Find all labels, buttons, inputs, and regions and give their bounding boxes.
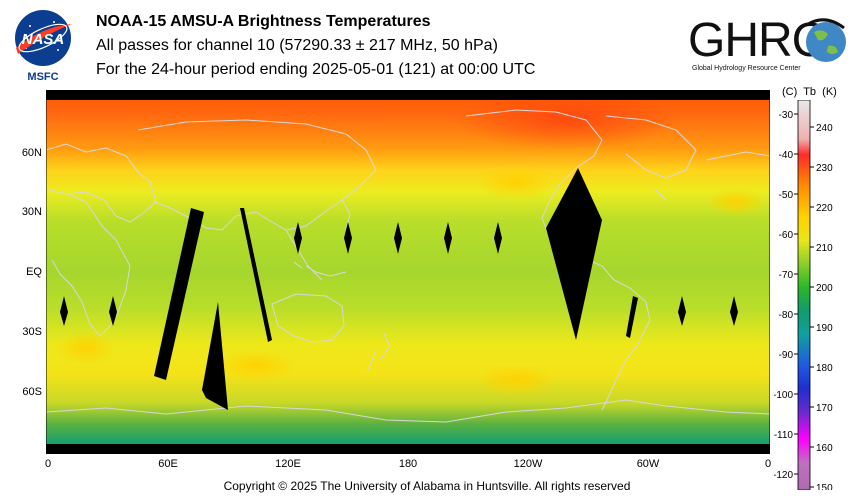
celsius-tick-label: -40 [779, 150, 794, 161]
brightness-temperature-map [46, 90, 770, 454]
celsius-tick-label: -90 [779, 350, 794, 361]
warm-patch [216, 350, 296, 382]
colorbar: -30 -40 -50 -60 -70 -80 -90 -100 -110 -120 240 230… [774, 100, 833, 490]
warm-patch [476, 164, 556, 200]
copyright-notice: Copyright © 2025 The University of Alaba… [223, 479, 631, 493]
lon-label-0-end: 0 [764, 458, 772, 470]
data-gaps [60, 168, 738, 410]
nasa-logo: NASA MSFC [10, 8, 76, 84]
orbit-gap [60, 296, 68, 326]
orbit-gap [546, 168, 602, 340]
celsius-ticks: -30 -40 -50 -60 -70 -80 -90 -100 -110 -120 [774, 110, 798, 481]
unit-celsius: (C) [782, 86, 798, 98]
lon-label-60w: 60W [636, 458, 660, 470]
orbit-gap [202, 302, 228, 410]
orbit-gap [626, 296, 638, 338]
orbit-gap [394, 222, 402, 254]
colorbar-scale [797, 100, 811, 490]
warm-patch [476, 364, 556, 396]
ghrc-subtitle: Global Hydrology Resource Center [692, 65, 801, 72]
kelvin-tick-label: 170 [816, 403, 833, 414]
lat-label-60n: 60N [21, 147, 42, 159]
orbit-gap [494, 222, 502, 254]
orbit-gap [678, 296, 686, 326]
celsius-tick-label: -80 [779, 310, 794, 321]
colorbar-units: (C) Tb (K) [782, 86, 837, 98]
celsius-tick-label: -60 [779, 230, 794, 241]
orbit-gap [109, 296, 117, 326]
lon-label-120w: 120W [513, 458, 543, 470]
celsius-tick-label: -100 [774, 390, 793, 401]
unit-kelvin: (K) [822, 86, 837, 98]
warm-patch [706, 188, 766, 216]
lon-label-0: 0 [44, 458, 52, 470]
lon-label-60e: 60E [158, 458, 178, 470]
orbit-gap [730, 296, 738, 326]
north-pole-gap [46, 90, 770, 100]
kelvin-tick-label: 150 [816, 483, 833, 490]
kelvin-tick-label: 180 [816, 363, 833, 374]
kelvin-tick-label: 190 [816, 323, 833, 334]
warm-patch [56, 332, 116, 364]
orbit-gap [444, 222, 452, 254]
lon-label-120e: 120E [275, 458, 301, 470]
lat-label-30n: 30N [21, 206, 42, 218]
unit-tb: Tb [803, 86, 817, 98]
lon-label-180: 180 [398, 458, 418, 470]
period-subtitle: For the 24-hour period ending 2025-05-01… [96, 61, 536, 78]
kelvin-ticks: 240 230 220 210 200 190 180 170 160 150 [810, 123, 833, 490]
orbit-gap [240, 208, 272, 342]
celsius-tick-label: -50 [779, 190, 794, 201]
celsius-tick-label: -120 [774, 470, 793, 481]
celsius-tick-label: -70 [779, 270, 794, 281]
msfc-text: MSFC [27, 71, 58, 83]
kelvin-tick-label: 210 [816, 243, 833, 254]
arctic-warm-region [456, 90, 676, 150]
kelvin-tick-label: 160 [816, 443, 833, 454]
celsius-tick-label: -30 [779, 110, 794, 121]
ghrc-logo: GHRC Global Hydrology Resource Center [686, 10, 852, 78]
kelvin-tick-label: 200 [816, 283, 833, 294]
south-pole-gap [46, 444, 770, 454]
kelvin-tick-label: 220 [816, 203, 833, 214]
nasa-logo-text: NASA [22, 31, 65, 48]
lat-label-30s: 30S [22, 326, 42, 338]
channel-subtitle: All passes for channel 10 (57290.33 ± 21… [96, 37, 498, 54]
orbit-gap [154, 208, 204, 380]
orbit-gap [344, 222, 352, 254]
title-block: NOAA-15 AMSU-A Brightness Temperatures A… [96, 10, 535, 82]
lat-label-eq: EQ [26, 266, 42, 278]
temperature-field [46, 90, 770, 454]
kelvin-tick-label: 230 [816, 163, 833, 174]
orbit-gap [294, 222, 302, 254]
page-title: NOAA-15 AMSU-A Brightness Temperatures [96, 13, 431, 30]
kelvin-tick-label: 240 [816, 123, 833, 134]
celsius-tick-label: -110 [774, 430, 793, 441]
lat-label-60s: 60S [22, 386, 42, 398]
ghrc-logo-text: GHRC [688, 14, 825, 67]
